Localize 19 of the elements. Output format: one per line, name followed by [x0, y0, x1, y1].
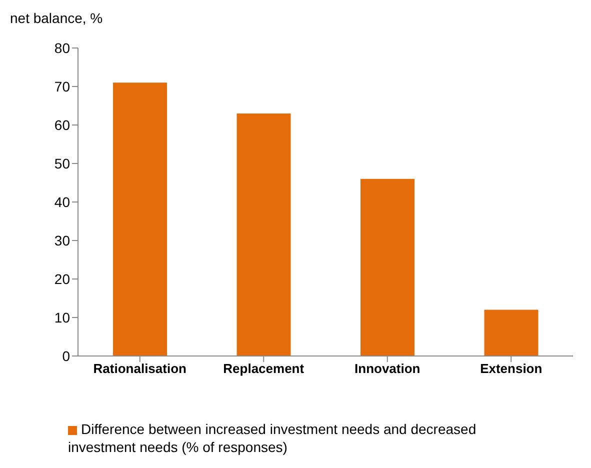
- y-tick-label: 10: [54, 309, 70, 326]
- x-tick-label: Extension: [480, 361, 542, 376]
- bar: [360, 178, 414, 356]
- y-tick-label: 50: [54, 155, 70, 172]
- y-tick-label: 20: [54, 270, 70, 287]
- y-tick-label: 0: [62, 348, 70, 364]
- x-tick-label: Innovation: [354, 361, 420, 376]
- y-tick-label: 70: [54, 78, 70, 94]
- y-tick-label: 60: [54, 116, 70, 133]
- y-tick-label: 80: [54, 40, 70, 56]
- x-tick-label: Rationalisation: [93, 361, 187, 376]
- y-tick-label: 40: [54, 194, 70, 210]
- bar: [484, 310, 538, 356]
- bar: [236, 113, 291, 356]
- y-axis-title: net balance, %: [10, 10, 103, 26]
- bar: [113, 82, 167, 356]
- x-tick-label: Replacement: [223, 361, 305, 376]
- legend-label: Difference between increased investment needs and decreased investment needs (% of responses): [68, 421, 476, 455]
- y-tick-label: 30: [54, 232, 70, 248]
